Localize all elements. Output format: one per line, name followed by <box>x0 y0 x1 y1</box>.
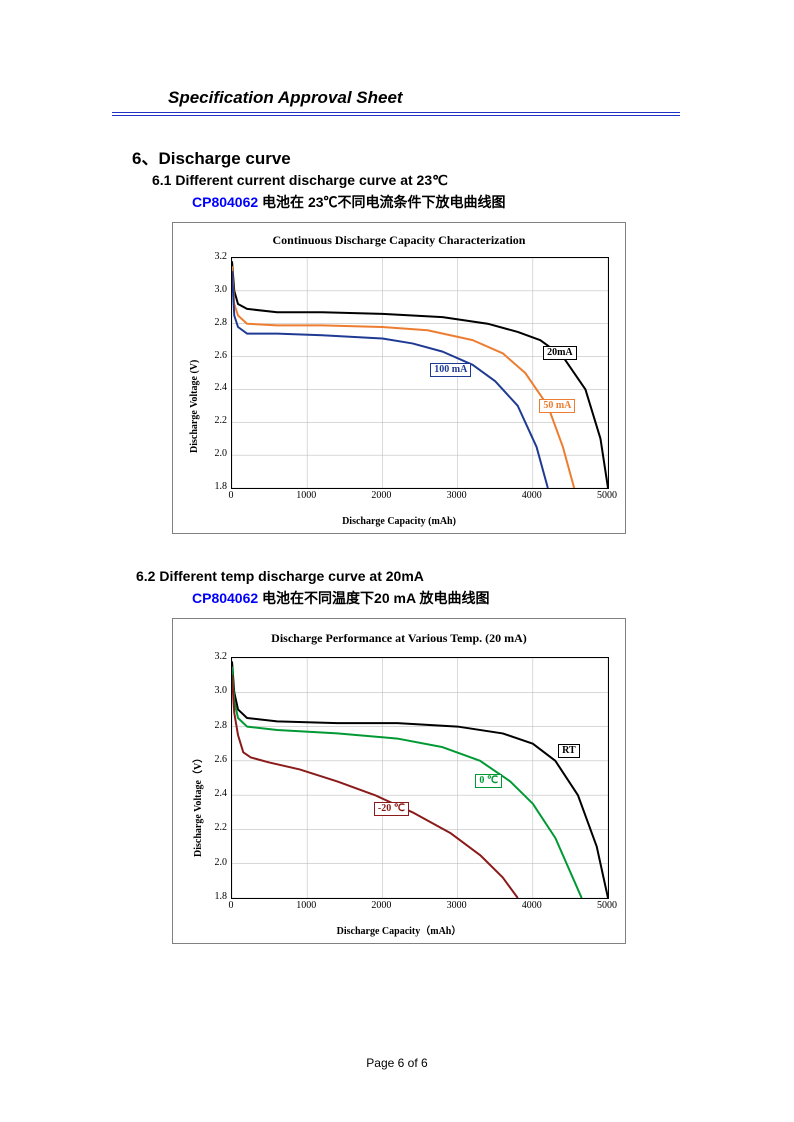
chart-svg <box>232 658 608 898</box>
y-tick: 2.2 <box>205 415 227 426</box>
series-100mA <box>232 271 548 488</box>
x-tick: 1000 <box>294 900 318 911</box>
x-tick: 4000 <box>520 900 544 911</box>
series-label-RT: RT <box>558 744 580 758</box>
y-tick: 2.6 <box>205 754 227 765</box>
x-tick: 5000 <box>595 490 619 501</box>
x-tick: 3000 <box>445 490 469 501</box>
x-tick: 5000 <box>595 900 619 911</box>
chart-1-xlabel: Discharge Capacity (mAh) <box>173 516 625 527</box>
product-code: CP804062 <box>192 194 258 210</box>
y-tick: 1.8 <box>205 891 227 902</box>
y-tick: 2.6 <box>205 350 227 361</box>
desc-text: 电池在不同温度下20 mA 放电曲线图 <box>258 590 489 606</box>
product-code: CP804062 <box>192 590 258 606</box>
chart-2-container: Discharge Performance at Various Temp. (… <box>172 618 626 944</box>
series-50mA <box>232 266 574 488</box>
y-tick: 2.0 <box>205 857 227 868</box>
y-tick: 2.0 <box>205 448 227 459</box>
chart-1-container: Continuous Discharge Capacity Characteri… <box>172 222 626 534</box>
y-tick: 3.0 <box>205 685 227 696</box>
series-RT <box>232 661 608 898</box>
chart-svg <box>232 258 608 488</box>
series-label--20C: -20 ℃ <box>374 802 409 816</box>
y-tick: 2.4 <box>205 382 227 393</box>
chart-1-title: Continuous Discharge Capacity Characteri… <box>173 233 625 248</box>
y-tick: 2.2 <box>205 822 227 833</box>
chart-1-plot <box>231 257 609 489</box>
chart-1-ylabel: Discharge Voltage (V) <box>189 360 200 453</box>
chart-2-xlabel: Discharge Capacity（mAh） <box>173 922 625 937</box>
series-0C <box>232 667 582 898</box>
header-rule <box>112 112 680 116</box>
x-tick: 1000 <box>294 490 318 501</box>
chart-2-plot <box>231 657 609 899</box>
series-label-100mA: 100 mA <box>430 363 471 377</box>
y-tick: 3.2 <box>205 251 227 262</box>
subsection-6-1-desc: CP804062 电池在 23℃不同电流条件下放电曲线图 <box>192 192 506 212</box>
chart-2-ylabel: Discharge Voltage（V） <box>189 753 204 857</box>
y-tick: 1.8 <box>205 481 227 492</box>
subsection-6-2-desc: CP804062 电池在不同温度下20 mA 放电曲线图 <box>192 588 489 608</box>
page-footer: Page 6 of 6 <box>0 1056 794 1070</box>
x-tick: 2000 <box>369 490 393 501</box>
desc-text: 电池在 23℃不同电流条件下放电曲线图 <box>258 194 505 210</box>
series-20mA <box>232 261 608 488</box>
series-label-20mA: 20mA <box>543 346 577 360</box>
x-tick: 3000 <box>445 900 469 911</box>
subsection-6-1-heading: 6.1 Different current discharge curve at… <box>152 172 448 189</box>
page-title: Specification Approval Sheet <box>168 88 403 108</box>
y-tick: 2.4 <box>205 788 227 799</box>
section-6-heading: 6、Discharge curve <box>132 144 291 169</box>
chart-2-title: Discharge Performance at Various Temp. (… <box>173 631 625 646</box>
y-tick: 2.8 <box>205 317 227 328</box>
subsection-6-2-heading: 6.2 Different temp discharge curve at 20… <box>136 568 424 584</box>
series-label-0C: 0 ℃ <box>475 774 502 788</box>
y-tick: 3.0 <box>205 284 227 295</box>
x-tick: 4000 <box>520 490 544 501</box>
y-tick: 3.2 <box>205 651 227 662</box>
series-label-50mA: 50 mA <box>539 399 575 413</box>
y-tick: 2.8 <box>205 720 227 731</box>
x-tick: 2000 <box>369 900 393 911</box>
